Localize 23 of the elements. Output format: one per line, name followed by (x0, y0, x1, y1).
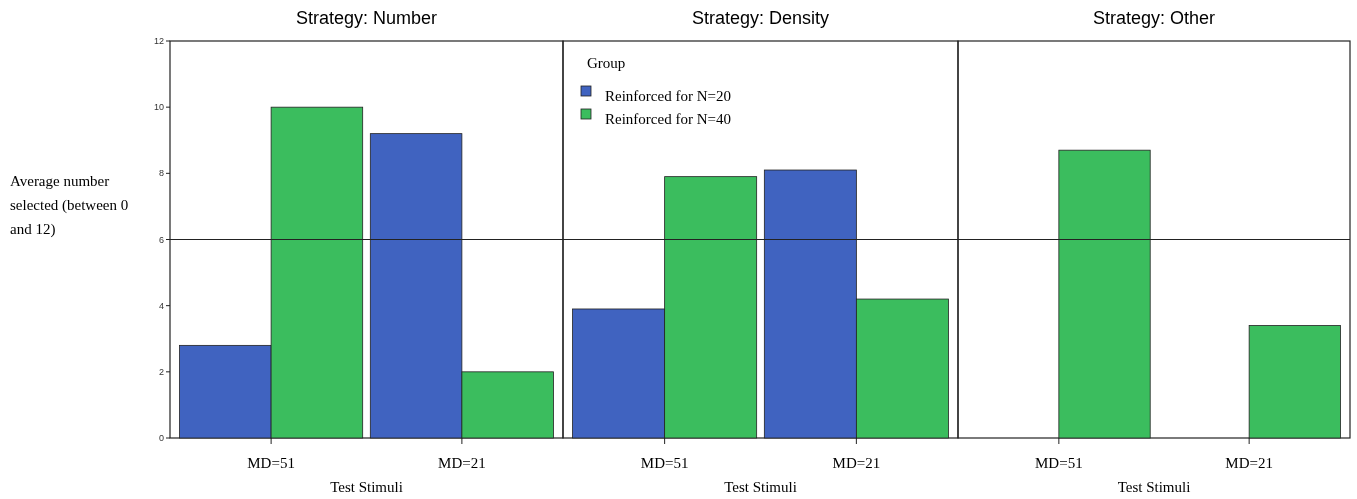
y-tick-label: 6 (158, 234, 164, 245)
y-tick-label: 8 (158, 168, 164, 179)
y-tick-label: 12 (153, 36, 164, 47)
x-axis-title: Test Stimuli (330, 479, 403, 495)
x-tick-label: MD=51 (247, 455, 295, 471)
x-tick-label: MD=51 (1035, 455, 1083, 471)
x-tick-label: MD=51 (640, 455, 689, 471)
y-tick-label: 4 (158, 300, 164, 311)
chart-title: Strategy: Density (691, 8, 830, 28)
x-tick-label: MD=21 (832, 455, 881, 471)
legend-label: Reinforced for N=20 (605, 87, 731, 104)
chart-title: Strategy: Number (295, 8, 438, 28)
x-tick-label: MD=21 (438, 455, 486, 471)
x-axis-title: Test Stimuli (1117, 479, 1191, 495)
y-tick-label: 2 (158, 366, 164, 377)
x-axis-title: Test Stimuli (724, 479, 797, 495)
chart-title: Strategy: Other (1092, 8, 1216, 28)
legend-label: Reinforced for N=40 (605, 110, 731, 127)
x-tick-label: MD=21 (1225, 455, 1273, 471)
legend-title: Group (587, 55, 626, 72)
y-tick-label: 0 (158, 433, 164, 444)
y-tick-label: 10 (153, 102, 164, 113)
y-axis-title: Average number selected (between 0 and 12) (10, 173, 129, 238)
